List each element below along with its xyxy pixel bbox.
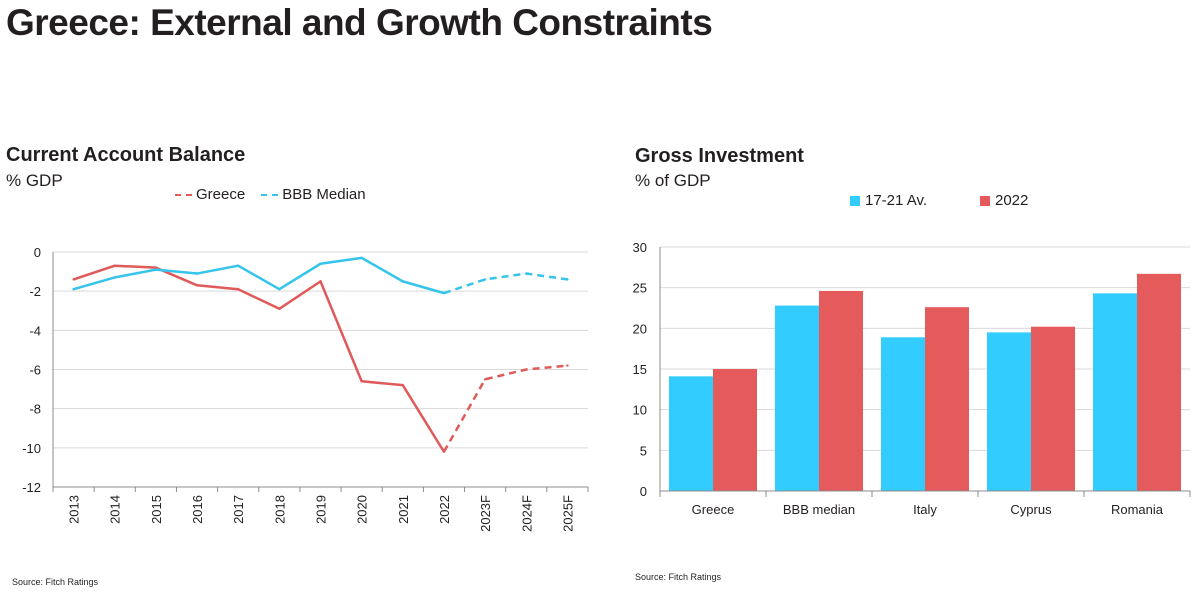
greece-point [319,280,322,283]
greece-point [195,284,199,287]
current-account-legend: Greece BBB Median [175,186,366,203]
y-tick-label: 30 [633,240,647,255]
gross-investment-subtitle: % of GDP [635,171,711,190]
y-tick-label: 15 [633,362,647,377]
bar-17-21-av- [987,332,1031,491]
y-tick-label: 10 [633,403,647,418]
x-tick-label: 2019 [314,495,329,524]
legend-item-2022: 2022 [980,192,1028,209]
y-tick-label: 20 [633,321,647,336]
bbb-median-point [360,256,363,260]
bbb-median-point [401,280,405,283]
x-tick-label: 2016 [190,495,205,524]
x-tick-label: 2024F [519,495,534,532]
current-account-title: Current Account Balance [6,144,246,166]
y-tick-label: -4 [29,323,41,338]
x-tick-label: BBB median [783,502,855,517]
y-tick-label: 5 [640,443,647,458]
legend-label-bbb-median: BBB Median [282,186,366,203]
gross-investment-source: Source: Fitch Ratings [635,572,722,582]
legend-item-greece: Greece [175,186,245,203]
x-tick-label: 2020 [355,495,370,524]
greece-legend-swatch [175,193,192,196]
x-tick-label: Italy [913,502,937,517]
gross-investment-title: Gross Investment [635,145,804,167]
legend-label-2022: 2022 [995,192,1029,209]
legend-item-17-21-av: 17-21 Av. [850,192,927,209]
greece-point [401,383,405,387]
bbb-median-point [236,264,240,267]
bbb-median-point [483,278,487,281]
bbb-median-point [195,272,199,275]
greece-point [483,378,487,381]
greece-point [236,288,240,291]
current-account-chart: 0 -2 -4 -6 -8 -10 -12 2013 2014 2015 2016 2017 2018 2… [22,245,589,532]
greece-point [113,264,116,267]
x-tick-label: 2014 [108,495,123,524]
greece-point [566,364,569,367]
bbb-median-legend-swatch [261,193,279,196]
y-tick-label: -10 [22,441,41,456]
x-tick-label: 2017 [231,495,246,524]
greece-point [442,450,446,453]
bar-2022 [925,307,969,491]
y-tick-label: 0 [640,484,647,499]
bbb-median-point [72,288,75,291]
greece-point [154,266,158,269]
bar-2022 [1031,326,1075,491]
y-tick-label: -2 [29,284,41,299]
x-tick-label: 2013 [67,495,82,524]
current-account-subtitle: % GDP [6,171,63,190]
x-tick-label: 2022 [437,495,452,524]
x-tick-label: 2025F [560,495,575,532]
current-account-source: Source: Fitch Ratings [12,577,99,587]
greece-point [278,307,281,310]
y-tick-label: 0 [34,245,41,260]
bar-17-21-av- [669,376,713,491]
avg-legend-swatch [850,195,860,206]
bar-17-21-av- [881,337,925,491]
bbb-median-point [525,272,528,275]
greece-point [360,380,363,383]
y-tick-label: -6 [29,363,41,378]
y-tick-label: -8 [29,402,41,417]
x-tick-label: Cyprus [1010,502,1052,517]
y-tick-label: 25 [633,281,647,296]
bbb-median-point [113,276,116,279]
bar-2022 [819,290,863,491]
gross-investment-legend: 17-21 Av. 2022 [850,192,1028,209]
legend-label-greece: Greece [196,186,246,203]
greece-point [72,278,75,281]
legend-item-bbb-median: BBB Median [261,186,366,203]
gross-investment-chart: 0 5 10 15 20 25 30 Greece BBB median Italy Cyprus R… [633,240,1191,517]
x-tick-label: 2021 [396,495,411,524]
x-tick-label: 2015 [149,495,164,524]
bar-2022 [1137,273,1181,491]
greece-forecast-line [442,364,568,453]
greece-point [525,368,528,371]
legend-label-17-21-av: 17-21 Av. [865,192,927,209]
bbb-median-point [278,288,281,291]
y-tick-label: -12 [22,480,41,495]
bbb-median-point [566,278,569,281]
x-tick-label: Romania [1111,502,1164,517]
bar-17-21-av- [1093,293,1137,491]
2022-legend-swatch [980,195,990,206]
x-tick-label: 2023F [478,495,493,532]
x-tick-label: 2018 [272,495,287,524]
bar-17-21-av- [775,305,819,491]
x-tick-label: Greece [692,502,735,517]
greece-actual-line [73,264,446,453]
bar-2022 [713,369,757,491]
bbb-median-actual-line [73,256,445,295]
bbb-median-forecast-line [443,272,568,295]
bbb-median-point [442,291,446,295]
page-title: Greece: External and Growth Constraints [6,2,713,43]
bbb-median-point [154,268,158,271]
bbb-median-point [319,262,322,265]
